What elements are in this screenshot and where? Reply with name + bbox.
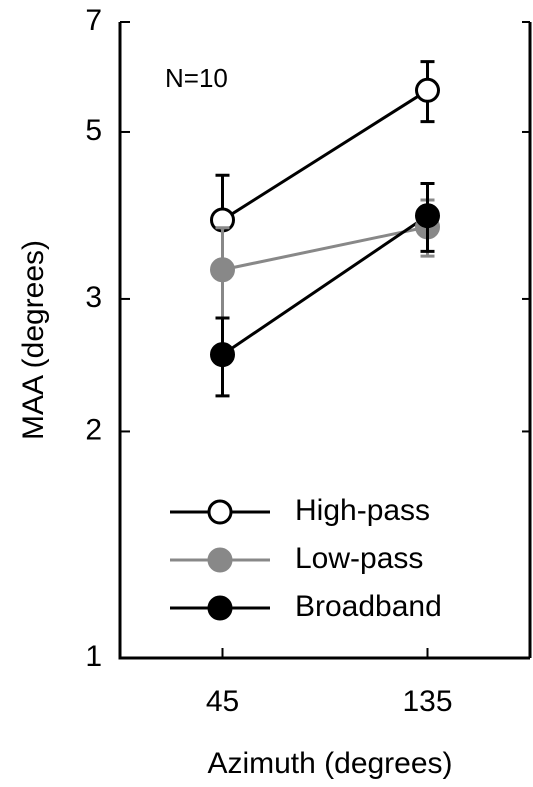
y-tick-label: 3 (85, 281, 102, 314)
legend-marker (207, 595, 233, 621)
series-line (222, 225, 428, 272)
annotation: N=10 (165, 63, 228, 93)
legend-marker (207, 547, 233, 573)
marker (210, 257, 235, 283)
y-tick-label: 1 (85, 640, 102, 673)
x-tick-label: 45 (206, 685, 239, 718)
series-line (221, 214, 429, 356)
x-tick-label: 135 (402, 685, 452, 718)
y-tick-label: 2 (85, 413, 102, 446)
legend-label: High-pass (295, 494, 430, 527)
y-tick-label: 5 (85, 114, 102, 147)
marker (415, 203, 440, 229)
x-axis-label: Azimuth (degrees) (207, 747, 452, 780)
legend-marker (207, 499, 233, 525)
y-axis-label: MAA (degrees) (17, 240, 50, 440)
legend-label: Low-pass (295, 542, 423, 575)
marker (210, 342, 235, 368)
series-line (221, 89, 429, 222)
legend-label: Broadband (295, 590, 442, 623)
y-tick-label: 7 (85, 4, 102, 37)
marker (415, 77, 440, 103)
